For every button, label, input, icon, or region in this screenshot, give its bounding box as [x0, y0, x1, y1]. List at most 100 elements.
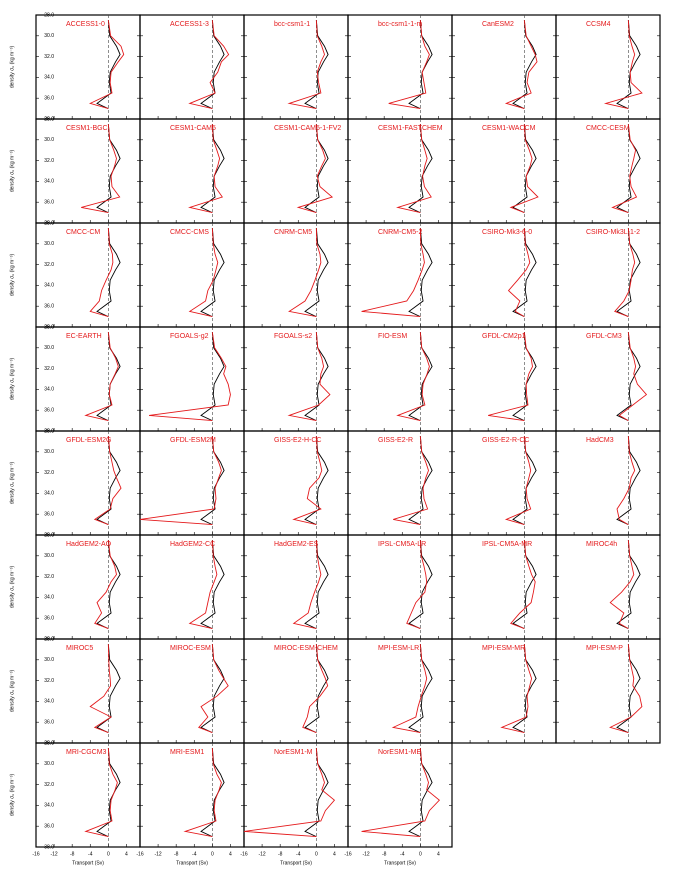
profile-line — [84, 748, 118, 838]
profile-line — [96, 644, 121, 734]
panel: MPI-ESM-LR — [347, 638, 453, 744]
profile-line — [609, 644, 643, 734]
profile-line — [96, 20, 121, 110]
panel: FGOALS-s2 — [243, 326, 349, 432]
profile-line — [616, 332, 641, 422]
x-axis-label: Transport (Sv) — [176, 860, 208, 866]
panel-frame — [347, 14, 453, 120]
profile-line — [616, 436, 641, 526]
panel-title: HadGEM2-ES — [274, 541, 319, 548]
panel-title: CMCC-CM — [66, 229, 100, 236]
panel-title: CSIRO-Mk3-6-0 — [482, 229, 532, 236]
y-tick-label: 36.0 — [44, 512, 54, 518]
panel-title: GFDL-CM3 — [586, 333, 622, 340]
panel-title: MRI-ESM1 — [170, 749, 204, 756]
panel-title: GISS-E2-R — [378, 437, 413, 444]
panel: GISS-E2-R — [347, 430, 453, 536]
panel-title: HadGEM2-CC — [170, 541, 215, 548]
panel-title: GFDL-ESM2M — [170, 437, 216, 444]
panel-frame — [347, 326, 453, 432]
profile-line — [616, 540, 641, 630]
panel-frame — [139, 118, 245, 224]
profile-line — [302, 644, 329, 734]
profile-line — [93, 436, 122, 526]
panel: CMCC-CMS — [139, 222, 245, 328]
y-tick-label: 32.0 — [44, 158, 54, 164]
profile-line — [512, 644, 537, 734]
panel-frame — [451, 118, 557, 224]
x-tick-label: -16 — [344, 851, 351, 857]
x-tick-label: 0 — [107, 851, 110, 857]
y-tick-label: 30.0 — [44, 449, 54, 455]
profile-line — [188, 20, 230, 110]
panel: CMCC-CESM — [555, 118, 661, 224]
profile-line — [292, 436, 323, 526]
panel-title: CESM1-BGC — [66, 125, 108, 132]
profile-line — [183, 748, 222, 838]
profile-line — [198, 644, 229, 734]
x-tick-label: -8 — [382, 851, 387, 857]
profile-line — [148, 332, 231, 422]
profile-line — [488, 332, 533, 422]
profile-line — [287, 20, 325, 110]
y-tick-label: 28.0 — [44, 12, 54, 18]
profile-line — [188, 124, 224, 214]
panel-title: CESM1-CAM5-1-FV2 — [274, 125, 341, 132]
profile-line — [188, 540, 218, 630]
profile-line — [408, 540, 433, 630]
y-tick-label: 32.0 — [44, 366, 54, 372]
panel-title: GFDL-ESM2G — [66, 437, 112, 444]
panel-frame — [555, 638, 661, 744]
x-tick-label: 0 — [315, 851, 318, 857]
x-tick-label: 4 — [437, 851, 440, 857]
panel: MIROC4h — [555, 534, 661, 640]
panel-title: ACCESS1-0 — [66, 21, 105, 28]
y-tick-label: 36.0 — [44, 616, 54, 622]
y-tick-label: 32.0 — [44, 54, 54, 60]
panel: GISS-E2-H-CC — [243, 430, 349, 536]
panel-frame — [139, 534, 245, 640]
y-tick-label: 30.0 — [44, 241, 54, 247]
panel-title: CMCC-CESM — [586, 125, 630, 132]
profile-line — [200, 20, 225, 110]
panel-frame — [555, 534, 661, 640]
y-axis-label: density σ₀ (kg m⁻³) — [9, 670, 15, 713]
profile-line — [84, 332, 119, 422]
panel: CESM1-FASTCHEM — [347, 118, 453, 224]
profile-line — [616, 20, 641, 110]
panel: MIROC-ESM-CHEM — [243, 638, 349, 744]
panel-frame — [347, 118, 453, 224]
profile-line — [507, 228, 531, 317]
x-tick-label: 4 — [229, 851, 232, 857]
panel-title: FIO-ESM — [378, 333, 407, 340]
x-tick-label: 0 — [211, 851, 214, 857]
profile-line — [603, 20, 643, 110]
panel-title: MIROC-ESM-CHEM — [274, 645, 338, 652]
y-tick-label: 32.0 — [44, 470, 54, 476]
profile-line — [616, 228, 641, 318]
profile-line — [611, 124, 638, 214]
x-axis-label: Transport (Sv) — [280, 860, 312, 866]
x-tick-label: 4 — [333, 851, 336, 857]
y-tick-label: 30.0 — [44, 553, 54, 559]
panel: CSIRO-Mk3-6-0 — [451, 222, 557, 328]
x-tick-label: -12 — [258, 851, 265, 857]
y-tick-label: 32.0 — [44, 262, 54, 268]
x-tick-label: -12 — [362, 851, 369, 857]
profile-line — [243, 748, 336, 838]
profile-line — [304, 748, 329, 838]
panel: MIROC-ESM — [139, 638, 245, 744]
panel-title: NorESM1-ME — [378, 749, 422, 756]
profile-line — [504, 20, 538, 110]
y-tick-label: 36.0 — [44, 304, 54, 310]
profile-line — [512, 124, 537, 214]
panel-frame — [451, 222, 557, 328]
y-tick-label: 36.0 — [44, 96, 54, 102]
panel-frame — [555, 118, 661, 224]
profile-line — [304, 540, 329, 630]
profile-line — [200, 228, 225, 318]
panel-frame — [243, 638, 349, 744]
panel: CNRM-CM5-2 — [347, 222, 453, 328]
